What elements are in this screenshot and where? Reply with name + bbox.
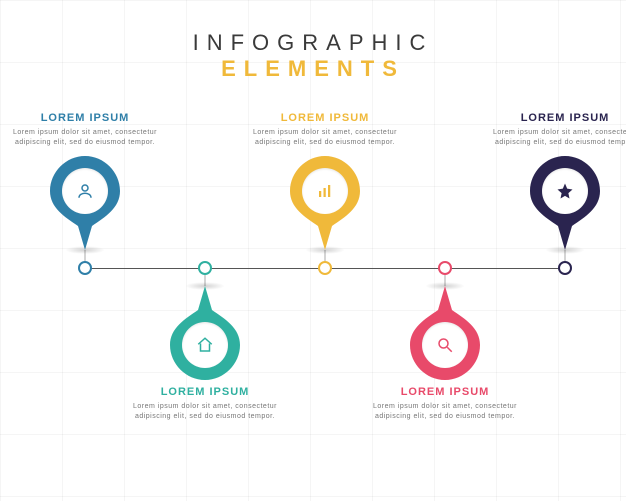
map-pin bbox=[50, 156, 120, 250]
timeline-dot bbox=[558, 261, 572, 275]
home-icon bbox=[196, 336, 214, 354]
item-label-block: LOREM IPSUM Lorem ipsum dolor sit amet, c… bbox=[245, 112, 405, 148]
pin-inner-circle bbox=[182, 322, 228, 368]
timeline-dot bbox=[438, 261, 452, 275]
item-label-block: LOREM IPSUM Lorem ipsum dolor sit amet, c… bbox=[365, 386, 525, 422]
pin-inner-circle bbox=[62, 168, 108, 214]
pin-inner-circle bbox=[542, 168, 588, 214]
item-label-title: LOREM IPSUM bbox=[245, 112, 405, 124]
map-pin bbox=[410, 286, 480, 380]
map-pin bbox=[170, 286, 240, 380]
item-label-body: Lorem ipsum dolor sit amet, consectetur … bbox=[485, 128, 626, 148]
pin-inner-circle bbox=[422, 322, 468, 368]
header: INFOGRAPHIC ELEMENTS bbox=[0, 30, 626, 82]
map-pin bbox=[290, 156, 360, 250]
item-label-body: Lorem ipsum dolor sit amet, consectetur … bbox=[5, 128, 165, 148]
item-label-body: Lorem ipsum dolor sit amet, consectetur … bbox=[245, 128, 405, 148]
item-label-title: LOREM IPSUM bbox=[365, 386, 525, 398]
item-label-block: LOREM IPSUM Lorem ipsum dolor sit amet, c… bbox=[5, 112, 165, 148]
user-icon bbox=[76, 182, 94, 200]
pin-inner-circle bbox=[302, 168, 348, 214]
timeline-dot bbox=[78, 261, 92, 275]
title-bottom: ELEMENTS bbox=[0, 56, 626, 82]
map-pin bbox=[530, 156, 600, 250]
star-icon bbox=[556, 182, 574, 200]
timeline-dot bbox=[318, 261, 332, 275]
item-label-title: LOREM IPSUM bbox=[125, 386, 285, 398]
item-label-body: Lorem ipsum dolor sit amet, consectetur … bbox=[365, 402, 525, 422]
item-label-title: LOREM IPSUM bbox=[485, 112, 626, 124]
title-top: INFOGRAPHIC bbox=[0, 30, 626, 56]
item-label-block: LOREM IPSUM Lorem ipsum dolor sit amet, c… bbox=[125, 386, 285, 422]
timeline-dot bbox=[198, 261, 212, 275]
bars-icon bbox=[316, 182, 334, 200]
item-label-block: LOREM IPSUM Lorem ipsum dolor sit amet, c… bbox=[485, 112, 626, 148]
item-label-title: LOREM IPSUM bbox=[5, 112, 165, 124]
search-icon bbox=[436, 336, 454, 354]
item-label-body: Lorem ipsum dolor sit amet, consectetur … bbox=[125, 402, 285, 422]
